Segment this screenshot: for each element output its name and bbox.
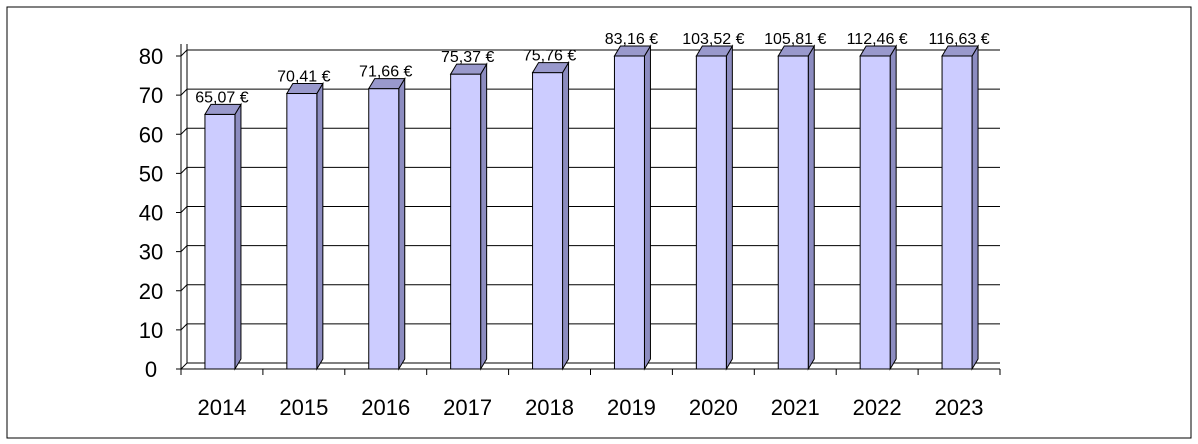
data-label: 116,63 € — [929, 31, 990, 48]
gridline-depth — [180, 49, 188, 57]
y-tick-label: 20 — [139, 279, 163, 304]
bar-top — [777, 45, 816, 57]
y-tick-label: 50 — [139, 161, 163, 186]
bar-side — [725, 44, 733, 371]
labels: 0 10 20 30 40 50 60 70 80 65,07 € 2014 70,41 € 2015 7… — [139, 31, 990, 420]
gridline-depth — [180, 323, 188, 331]
bar-top — [859, 45, 898, 57]
data-label: 83,16 € — [605, 31, 658, 48]
bar-side — [234, 102, 242, 371]
bar-top — [613, 45, 652, 57]
bar-side — [398, 76, 406, 371]
gridline-depth — [180, 284, 188, 292]
gridline-depth — [180, 245, 188, 252]
bar-side — [562, 60, 570, 371]
data-label: 75,37 € — [441, 49, 494, 66]
x-tick-label: 2021 — [771, 395, 820, 420]
data-label: 75,76 € — [523, 48, 576, 65]
gridline-depth — [180, 206, 188, 213]
bar-side — [316, 81, 324, 371]
bar — [204, 113, 236, 370]
data-label: 105,81 € — [764, 31, 826, 48]
x-tick-label: 2016 — [361, 395, 410, 420]
gridline-depth — [180, 127, 188, 135]
bar — [859, 55, 891, 370]
bar — [695, 55, 727, 370]
bar — [286, 93, 318, 370]
gridline-depth — [180, 88, 188, 96]
data-label: 65,07 € — [195, 89, 248, 106]
bar-side — [643, 44, 651, 371]
y-tick-label: 80 — [139, 44, 163, 69]
bar-top — [941, 45, 979, 57]
gridline-depth — [180, 167, 188, 174]
bar — [532, 72, 564, 370]
y-tick-label: 70 — [139, 83, 163, 108]
bar-side — [971, 44, 979, 371]
bars — [204, 44, 979, 371]
bar-top — [367, 78, 406, 90]
bar-top — [449, 63, 488, 75]
bar — [613, 55, 645, 370]
y-tick-label: 10 — [139, 318, 163, 343]
bar — [941, 55, 973, 370]
y-tick-label: 30 — [139, 240, 163, 265]
bar-top — [531, 62, 570, 74]
data-label: 103,52 € — [682, 31, 744, 48]
bar-side — [480, 62, 488, 371]
x-tick-label: 2017 — [443, 395, 492, 420]
bar-top — [204, 103, 242, 115]
x-tick-label: 2014 — [197, 395, 246, 420]
gridline-depth — [180, 362, 188, 370]
bar-top — [285, 83, 324, 95]
bar — [450, 73, 482, 370]
bar-side — [807, 44, 815, 371]
data-label: 112,46 € — [847, 31, 908, 48]
bar — [368, 88, 400, 370]
x-tick-label: 2019 — [607, 395, 656, 420]
bar — [777, 55, 809, 370]
y-tick-label: 0 — [145, 357, 157, 382]
bar-side — [889, 44, 897, 371]
data-label: 71,66 € — [359, 64, 412, 81]
data-label: 70,41 € — [277, 69, 330, 86]
x-tick-label: 2018 — [525, 395, 574, 420]
x-tick-label: 2022 — [853, 395, 902, 420]
x-tick-label: 2023 — [935, 395, 984, 420]
bar-top — [695, 45, 734, 57]
x-tick-label: 2020 — [689, 395, 738, 420]
y-tick-label: 40 — [139, 201, 163, 226]
x-tick-label: 2015 — [279, 395, 328, 420]
chart-border — [6, 6, 1192, 439]
y-tick-label: 60 — [139, 122, 163, 147]
